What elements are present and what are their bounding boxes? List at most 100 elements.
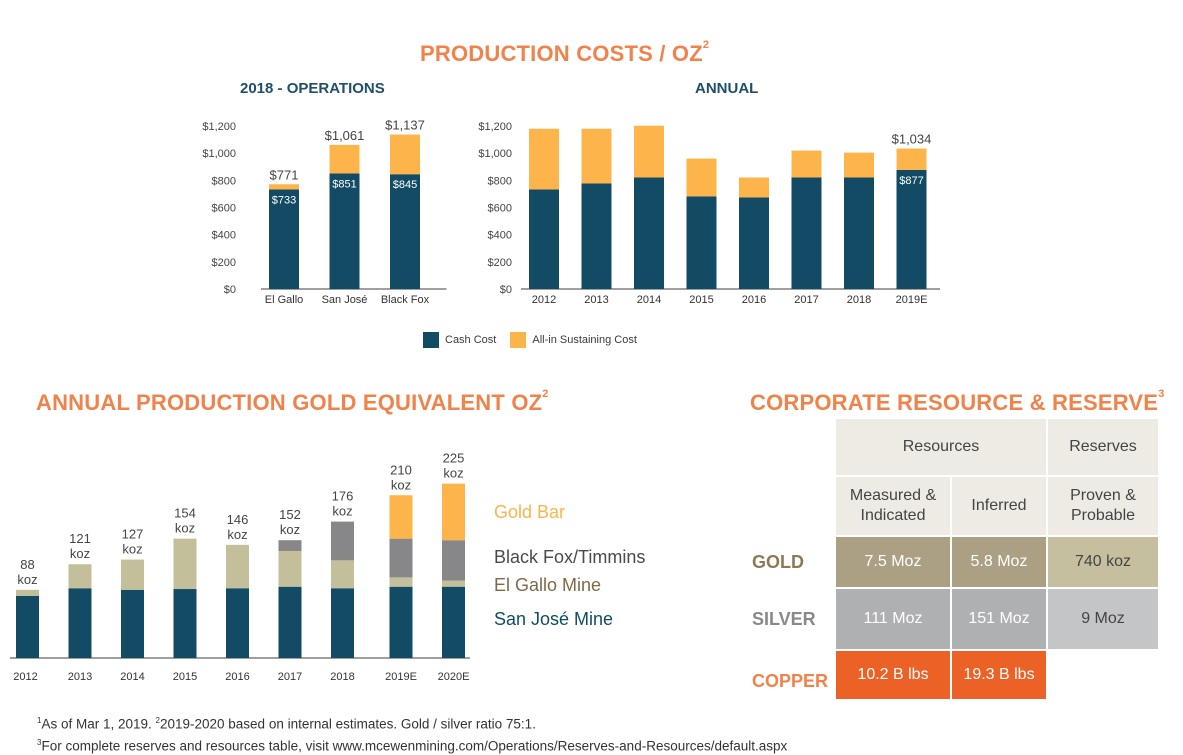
- bar-san-jose: [121, 590, 144, 658]
- bar-aisc: [390, 135, 420, 175]
- total-value-label: 121: [69, 531, 91, 546]
- x-tick-label: 2018: [847, 294, 871, 306]
- unit-label: koz: [227, 527, 247, 542]
- table-row-silver: 111 Moz 151 Moz 9 Moz: [835, 588, 1159, 650]
- x-tick-label: 2013: [584, 294, 608, 306]
- x-tick-label: San José: [322, 294, 368, 306]
- y-tick-label: $400: [212, 230, 236, 242]
- bar-el-gallo: [121, 560, 144, 590]
- y-tick-label: $400: [488, 230, 512, 242]
- x-tick-label: 2016: [742, 294, 766, 306]
- cell-copper-pp: [1047, 650, 1159, 700]
- header-reserves: Reserves: [1047, 418, 1159, 476]
- cell-gold-inferred: 5.8 Moz: [951, 536, 1047, 588]
- bar-el-gallo: [16, 590, 39, 596]
- subheader-proven-probable: Proven & Probable: [1047, 476, 1159, 536]
- legend-gold-bar: Gold Bar: [494, 503, 565, 521]
- cell-copper-mi: 10.2 B lbs: [835, 650, 951, 700]
- bar-gold-bar: [390, 495, 413, 538]
- inner-value-label: $851: [332, 178, 356, 190]
- unit-label: koz: [17, 572, 37, 587]
- bar-san-jose: [174, 589, 197, 658]
- unit-label: koz: [70, 546, 90, 561]
- x-tick-label: 2012: [13, 671, 37, 683]
- legend-item-cash-cost: Cash Cost: [423, 332, 496, 348]
- x-tick-label: 2014: [637, 294, 661, 306]
- bar-black-fox: [331, 522, 354, 561]
- cell-silver-pp: 9 Moz: [1047, 588, 1159, 650]
- x-tick-label: 2012: [532, 294, 556, 306]
- subheader-inferred: Inferred: [951, 476, 1047, 536]
- bar-el-gallo: [331, 560, 354, 588]
- bar-aisc: [330, 145, 360, 174]
- bar-aisc: [897, 149, 927, 170]
- y-tick-label: $1,200: [202, 121, 236, 133]
- bar-aisc: [269, 184, 299, 189]
- y-tick-label: $0: [500, 284, 512, 296]
- bar-black-fox: [442, 540, 465, 580]
- table-row-gold: 7.5 Moz 5.8 Moz 740 koz: [835, 536, 1159, 588]
- bar-cash-cost: [582, 183, 612, 289]
- x-tick-label: 2016: [225, 671, 249, 683]
- total-value-label: 176: [332, 489, 354, 504]
- y-tick-label: $1,000: [202, 148, 236, 160]
- bar-black-fox: [390, 539, 413, 578]
- row-label-gold: GOLD: [752, 552, 804, 573]
- legend-san-jose: San José Mine: [494, 610, 613, 628]
- total-value-label: 154: [174, 506, 196, 521]
- bar-aisc: [792, 151, 822, 178]
- bar-cash-cost: [687, 196, 717, 289]
- inner-value-label: $877: [899, 175, 923, 187]
- legend-label: Cash Cost: [445, 334, 496, 346]
- footnotes: 1As of Mar 1, 2019. 22019-2020 based on …: [37, 712, 787, 755]
- bar-aisc: [529, 129, 559, 190]
- bar-cash-cost: [792, 177, 822, 289]
- bar-aisc: [634, 126, 664, 178]
- bar-san-jose: [16, 596, 39, 658]
- x-tick-label: 2019E: [385, 671, 417, 683]
- subheader-measured-indicated: Measured & Indicated: [835, 476, 951, 536]
- bar-aisc: [739, 177, 769, 197]
- y-tick-label: $800: [212, 175, 236, 187]
- total-value-label: 210: [390, 462, 412, 477]
- y-tick-label: $800: [488, 175, 512, 187]
- cell-gold-pp: 740 koz: [1047, 536, 1159, 588]
- legend-el-gallo: El Gallo Mine: [494, 576, 601, 594]
- y-tick-label: $1,200: [478, 121, 512, 133]
- bar-el-gallo: [226, 545, 249, 588]
- x-tick-label: 2020E: [438, 671, 470, 683]
- header-resources: Resources: [835, 418, 1047, 476]
- x-tick-label: 2017: [278, 671, 302, 683]
- total-value-label: 152: [279, 507, 301, 522]
- x-tick-label: El Gallo: [265, 294, 304, 306]
- bar-gold-bar: [442, 484, 465, 541]
- total-value-label: 225: [443, 451, 465, 466]
- total-value-label: $771: [270, 167, 299, 182]
- bar-cash-cost: [529, 189, 559, 289]
- cost-legend: Cash Cost All-in Sustaining Cost: [423, 332, 651, 348]
- total-value-label: 146: [227, 512, 249, 527]
- bar-el-gallo: [442, 581, 465, 587]
- bar-el-gallo: [279, 551, 302, 587]
- legend-item-aisc: All-in Sustaining Cost: [510, 332, 637, 348]
- x-tick-label: 2018: [330, 671, 354, 683]
- y-tick-label: $200: [212, 257, 236, 269]
- cell-copper-inferred: 19.3 B lbs: [951, 650, 1047, 700]
- bar-san-jose: [390, 587, 413, 658]
- row-label-copper: COPPER: [752, 671, 828, 692]
- unit-label: koz: [391, 477, 411, 492]
- bar-cash-cost: [330, 173, 360, 289]
- unit-label: koz: [280, 522, 300, 537]
- bar-el-gallo: [69, 564, 92, 588]
- total-value-label: $1,137: [385, 118, 425, 133]
- x-tick-label: 2015: [173, 671, 197, 683]
- bar-cash-cost: [844, 177, 874, 289]
- cell-gold-mi: 7.5 Moz: [835, 536, 951, 588]
- x-tick-label: 2019E: [896, 294, 928, 306]
- x-tick-label: 2017: [794, 294, 818, 306]
- bar-aisc: [582, 129, 612, 184]
- bar-el-gallo: [174, 539, 197, 589]
- row-label-silver: SILVER: [752, 609, 816, 630]
